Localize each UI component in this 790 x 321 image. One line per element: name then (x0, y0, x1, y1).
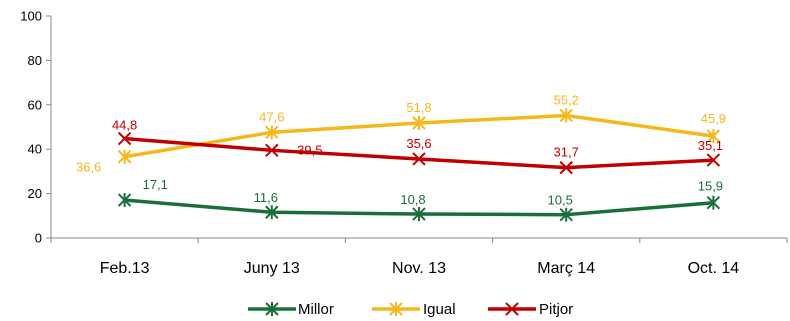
legend-item-millor: Millor (248, 301, 334, 318)
data-label: 47,6 (259, 109, 284, 124)
data-point-marker (706, 129, 721, 144)
series-millor: 17,1 11,6 10,8 10,5 15,9 (117, 177, 723, 222)
legend-item-pitjor: Pitjor (488, 301, 573, 318)
data-point-marker (265, 143, 279, 158)
data-point-marker (412, 207, 426, 222)
legend-item-igual: Igual (372, 301, 456, 318)
y-tick-label: 0 (35, 231, 42, 246)
data-label: 35,6 (406, 136, 431, 151)
data-label: 15,9 (698, 179, 723, 194)
data-point-marker (117, 149, 132, 164)
legend-label: Millor (298, 301, 334, 318)
legend-marker (389, 302, 403, 316)
data-point-marker (706, 153, 721, 167)
y-tick-label: 20 (28, 186, 42, 201)
data-label: 39,5 (297, 142, 322, 157)
y-tick-label: 40 (28, 142, 42, 157)
data-point-marker (265, 205, 279, 220)
data-point-marker (117, 193, 132, 208)
data-label: 45,9 (701, 111, 726, 126)
data-label: 36,6 (76, 160, 101, 175)
x-tick-label: Oct. 14 (688, 260, 740, 277)
data-label: 11,6 (254, 190, 278, 205)
data-point-marker (412, 116, 426, 131)
data-label: 10,5 (548, 193, 573, 208)
data-point-marker (559, 108, 573, 123)
series-pitjor: 44,8 39,5 35,6 31,7 35,1 (112, 118, 723, 175)
data-label: 51,8 (406, 100, 431, 115)
axes: 0 20 40 60 80 100 Feb.13 Juny 13 Nov. 13 Març 14 O… (20, 9, 788, 277)
series-layer: 17,1 11,6 10,8 10,5 15,9 36,6 47,6 51,8 55,2 45,9… (76, 92, 726, 222)
legend-marker (265, 302, 279, 316)
data-label: 55,2 (554, 92, 579, 107)
data-point-marker (265, 125, 279, 140)
data-point-marker (706, 195, 721, 210)
x-tick-label: Feb.13 (100, 260, 150, 277)
data-label: 44,8 (112, 118, 137, 133)
x-tick-label: Març 14 (537, 260, 595, 277)
y-tick-label: 60 (28, 97, 42, 112)
x-tick-label: Juny 13 (244, 260, 300, 277)
y-tick-label: 80 (28, 53, 42, 68)
data-label: 17,1 (143, 177, 168, 192)
legend-marker (505, 302, 519, 316)
data-point-marker (117, 131, 132, 146)
data-point-marker (412, 152, 426, 166)
x-tick-label: Nov. 13 (392, 260, 446, 277)
data-label: 35,1 (698, 138, 723, 153)
legend: Millor Igual Pitjor (248, 301, 573, 318)
legend-label: Pitjor (539, 301, 573, 318)
data-label: 31,7 (554, 145, 579, 160)
legend-label: Igual (423, 301, 456, 318)
series-igual: 36,6 47,6 51,8 55,2 45,9 (76, 92, 726, 174)
data-label: 10,8 (400, 192, 425, 207)
y-tick-label: 100 (20, 9, 42, 24)
data-point-marker (559, 160, 573, 175)
data-point-marker (559, 207, 573, 222)
